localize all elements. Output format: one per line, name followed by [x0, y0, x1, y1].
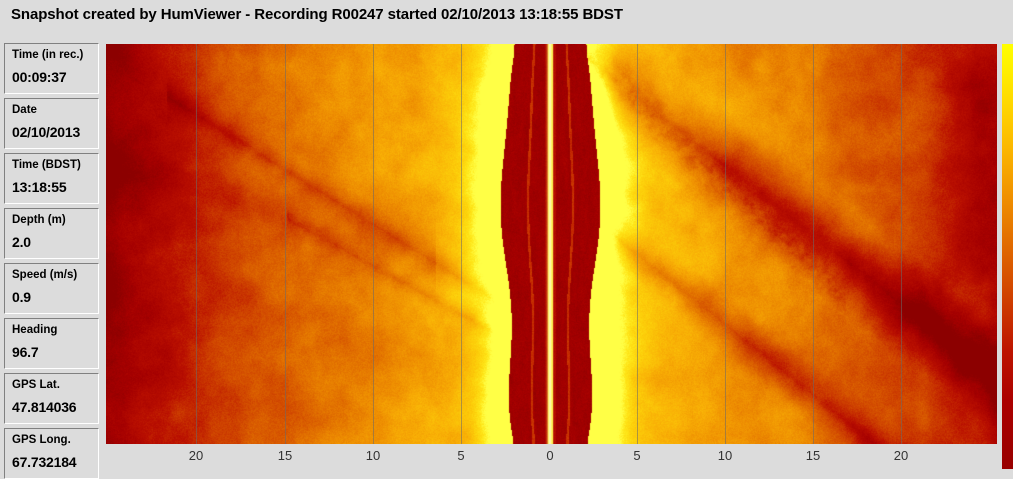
colorbar-gutter — [997, 44, 1002, 469]
sonar-gridline — [725, 44, 726, 444]
info-panel: Depth (m) 2.0 — [4, 208, 99, 259]
axis-tick-label: 15 — [277, 448, 293, 463]
intensity-colorbar — [1002, 44, 1013, 469]
info-panel-label: GPS Long. — [12, 434, 71, 446]
axis-tick-label: 15 — [805, 448, 821, 463]
axis-tick-label: 10 — [365, 448, 381, 463]
sonar-gridline — [901, 44, 902, 444]
sonar-gridline — [196, 44, 197, 444]
info-panel-label: Heading — [12, 324, 58, 336]
sonar-gridline — [373, 44, 374, 444]
info-panel: Time (BDST) 13:18:55 — [4, 153, 99, 204]
sonar-canvas — [106, 44, 997, 444]
range-axis: 20 15 10 5 0 5 10 15 20 — [106, 444, 997, 469]
info-panel-value: 67.732184 — [12, 454, 77, 470]
info-panel-label: Time (in rec.) — [12, 49, 84, 61]
axis-tick-label: 10 — [717, 448, 733, 463]
info-panel: Date 02/10/2013 — [4, 98, 99, 149]
info-panel: GPS Lat. 47.814036 — [4, 373, 99, 424]
sonar-gridline — [637, 44, 638, 444]
axis-tick-label: 5 — [457, 448, 465, 463]
info-panel: Time (in rec.) 00:09:37 — [4, 43, 99, 94]
info-panel-label: Speed (m/s) — [12, 269, 78, 281]
info-panel-value: 0.9 — [12, 289, 31, 305]
info-sidebar: Time (in rec.) 00:09:37 Date 02/10/2013 Time… — [0, 40, 104, 479]
info-panel: Speed (m/s) 0.9 — [4, 263, 99, 314]
info-panel-label: GPS Lat. — [12, 379, 60, 391]
info-panel-value: 00:09:37 — [12, 69, 67, 85]
axis-tick-label: 5 — [633, 448, 641, 463]
title-bar: Snapshot created by HumViewer - Recordin… — [0, 0, 1013, 30]
sonar-gridline — [813, 44, 814, 444]
axis-tick-label: 0 — [546, 448, 554, 463]
axis-tick-label: 20 — [188, 448, 204, 463]
info-panel-value: 96.7 — [12, 344, 39, 360]
axis-tick-label: 20 — [893, 448, 909, 463]
info-panel: GPS Long. 67.732184 — [4, 428, 99, 479]
info-panel-label: Date — [12, 104, 37, 116]
info-panel-value: 2.0 — [12, 234, 31, 250]
page-title: Snapshot created by HumViewer - Recordin… — [11, 6, 623, 23]
info-panel-value: 13:18:55 — [12, 179, 67, 195]
sonar-gridline — [285, 44, 286, 444]
info-panel-value: 02/10/2013 — [12, 124, 81, 140]
info-panel-label: Time (BDST) — [12, 159, 81, 171]
info-panel-value: 47.814036 — [12, 399, 77, 415]
sonar-gridline — [461, 44, 462, 444]
info-panel: Heading 96.7 — [4, 318, 99, 369]
sonar-waterfall-image — [106, 44, 997, 444]
info-panel-label: Depth (m) — [12, 214, 66, 226]
